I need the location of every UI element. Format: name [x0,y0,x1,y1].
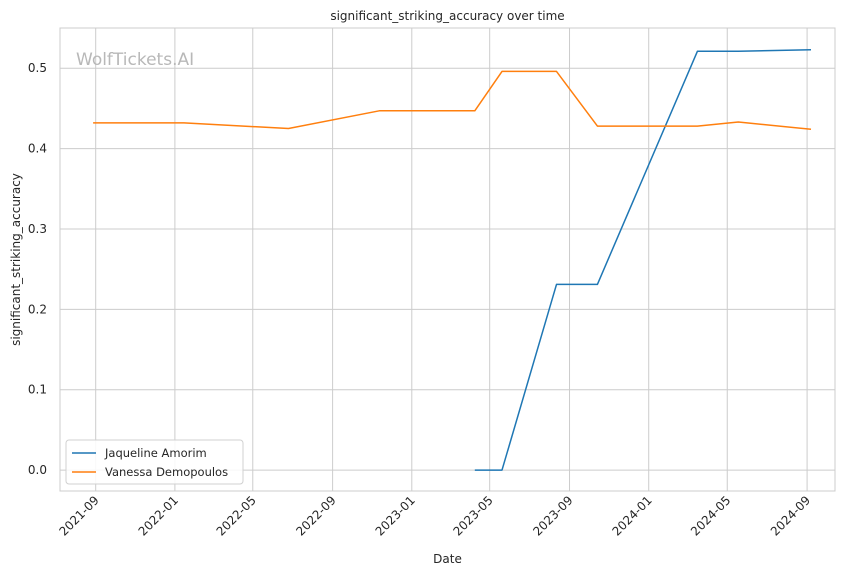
y-axis-label: significant_striking_accuracy [9,173,23,346]
grid [60,28,835,491]
x-axis-label: Date [433,552,462,566]
y-tick-label: 0.5 [28,61,47,75]
series-line-1 [474,48,812,471]
watermark-text: WolfTickets.AI [76,50,194,70]
legend: Jaqueline Amorim Vanessa Demopoulos [65,439,244,485]
y-tick-label: 0.0 [28,463,47,477]
legend-box [65,439,244,485]
series-line-2 [93,70,812,131]
y-tick-label: 0.1 [28,383,47,397]
series-lines [93,48,812,471]
y-tick-label: 0.4 [28,142,47,156]
y-tick-label: 0.2 [28,302,47,316]
legend-entry-label: Vanessa Demopoulos [105,465,228,479]
plot-area-frame [59,27,836,492]
y-tick-label: 0.3 [28,222,47,236]
chart-title: significant_striking_accuracy over time [330,9,564,23]
legend-entry-label: Jaqueline Amorim [104,446,207,460]
